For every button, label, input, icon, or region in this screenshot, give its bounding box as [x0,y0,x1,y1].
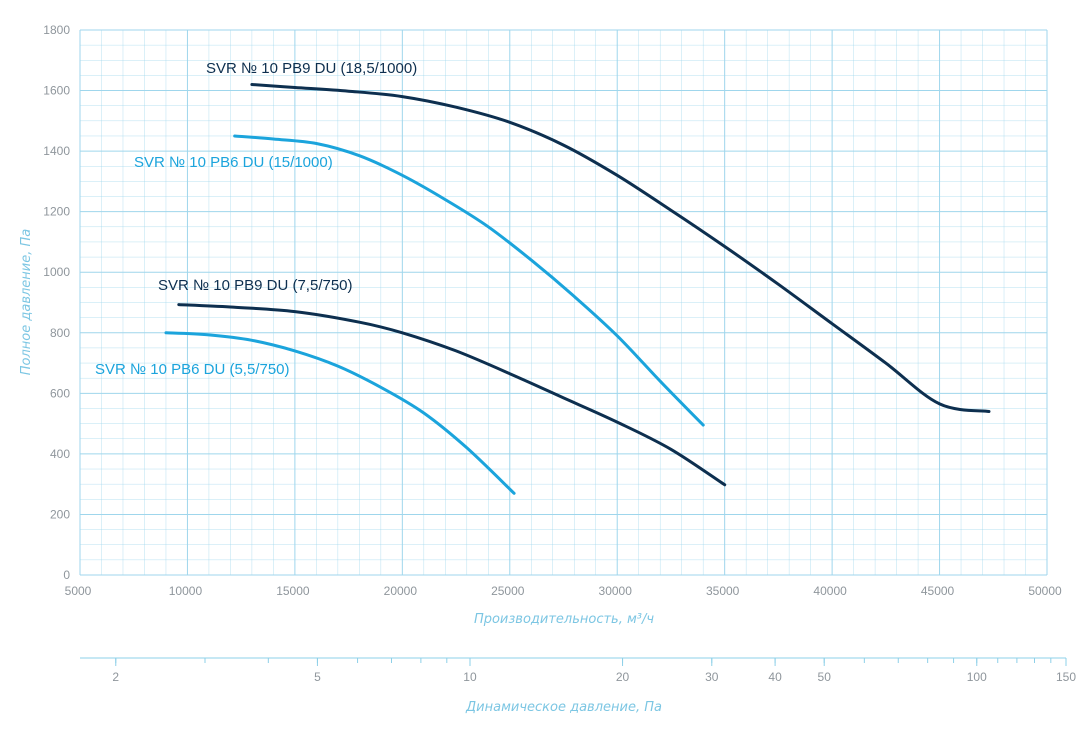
x-tick-label: 5000 [65,584,92,598]
secondary-tick-label: 5 [314,670,321,684]
x-tick-label: 10000 [169,584,203,598]
x-axis-title: Производительность, м³/ч [474,612,654,627]
y-tick-label: 0 [63,568,70,582]
y-tick-label: 200 [50,507,70,521]
series-line-1 [250,83,991,413]
secondary-tick-label: 50 [818,670,832,684]
grid-major [79,29,1048,576]
x-tick-label: 40000 [813,584,847,598]
x-tick-label: 50000 [1028,584,1062,598]
series-label-pb6-15: SVR № 10 PB6 DU (15/1000) [134,154,333,171]
secondary-tick-label: 10 [463,670,477,684]
y-tick-label: 800 [50,326,70,340]
secondary-axis-tick-labels: 2 5 10 20 30 40 50 100 150 [112,658,1076,684]
y-tick-label: 1200 [43,205,70,219]
series-line-2 [233,134,705,427]
curves [164,83,991,495]
y-tick-label: 1000 [43,265,70,279]
y-axis-title: Полное давление, Па [19,229,34,376]
secondary-tick-label: 100 [967,670,987,684]
secondary-tick-label: 20 [616,670,630,684]
y-tick-label: 1400 [43,144,70,158]
y-tick-label: 1600 [43,84,70,98]
x-tick-label: 15000 [276,584,310,598]
series-line-3 [177,303,727,487]
secondary-tick-label: 2 [112,670,119,684]
y-tick-label: 1800 [43,23,70,37]
x-tick-label: 45000 [921,584,955,598]
secondary-tick-label: 150 [1056,670,1076,684]
y-tick-label: 400 [50,447,70,461]
secondary-axis-title: Динамическое давление, Па [465,700,662,715]
x-tick-label: 35000 [706,584,740,598]
x-tick-label: 20000 [384,584,418,598]
x-tick-label: 25000 [491,584,525,598]
series-label-pb9-18-5: SVR № 10 PB9 DU (18,5/1000) [206,60,417,77]
series-line-4 [164,331,516,495]
x-tick-labels: 5000 10000 15000 20000 25000 30000 35000 40000 4… [65,584,1062,598]
series-label-pb6-5-5: SVR № 10 PB6 DU (5,5/750) [95,361,290,378]
secondary-tick-label: 40 [768,670,782,684]
secondary-axis: 2 5 10 20 30 40 50 100 150 [80,657,1076,684]
secondary-axis-minor-ticks [115,658,1067,663]
secondary-tick-label: 30 [705,670,719,684]
series-label-pb9-7-5: SVR № 10 PB9 DU (7,5/750) [158,277,353,294]
y-tick-label: 600 [50,386,70,400]
y-tick-labels: 0 200 400 600 800 1000 1200 1400 1600 1800 [43,23,70,582]
grid-minor [80,30,1047,575]
x-tick-label: 30000 [599,584,633,598]
